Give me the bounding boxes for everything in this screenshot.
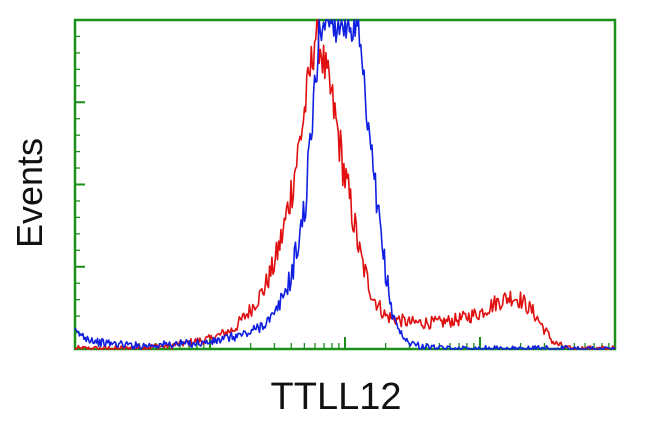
series-line-red [74, 19, 616, 350]
y-axis-title: Events [9, 138, 50, 248]
series-layer [74, 19, 616, 350]
x-axis-title: TTLL12 [271, 376, 402, 418]
y-axis-ticks [75, 19, 85, 350]
series-line-blue [74, 19, 616, 350]
